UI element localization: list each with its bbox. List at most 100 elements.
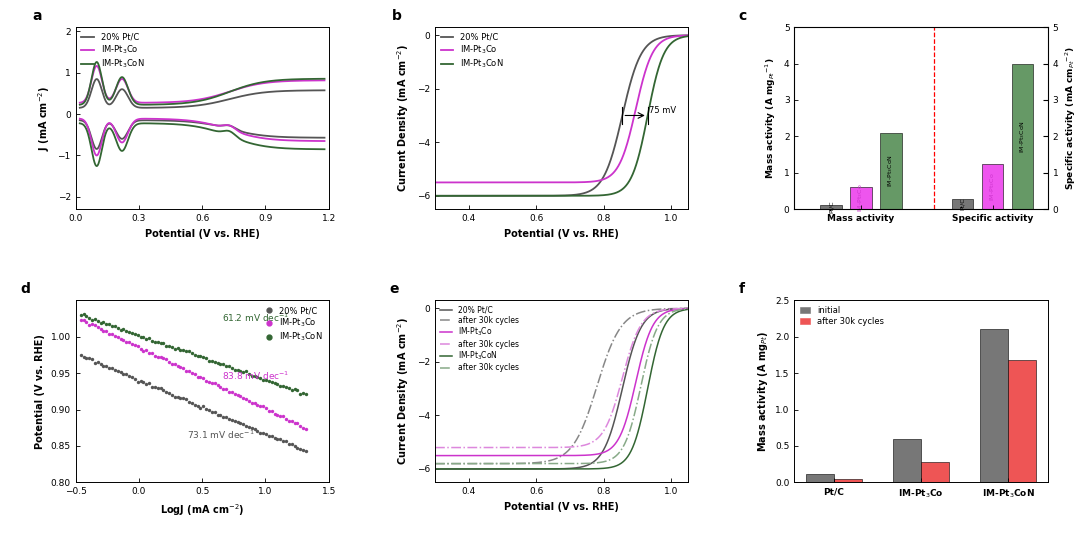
- Point: [180, 347, 198, 356]
- Point: [269, 434, 286, 443]
- Point: [240, 370, 257, 378]
- Point: [166, 392, 184, 401]
- Point: [203, 408, 220, 416]
- Point: [161, 357, 178, 366]
- Point: [234, 367, 252, 376]
- Point: [189, 372, 206, 381]
- Point: [248, 401, 266, 409]
- Point: [278, 437, 295, 446]
- Point: [132, 345, 149, 354]
- Point: [104, 330, 121, 338]
- Point: [144, 348, 161, 357]
- Text: 75 mV: 75 mV: [649, 106, 676, 115]
- Point: [75, 352, 92, 361]
- Point: [168, 344, 186, 353]
- Point: [266, 379, 283, 388]
- Text: Pt/C: Pt/C: [960, 198, 966, 210]
- Point: [224, 364, 241, 373]
- Text: IM-Pt$_3$CoN: IM-Pt$_3$CoN: [1018, 120, 1027, 153]
- Point: [248, 427, 266, 435]
- Point: [118, 370, 135, 378]
- Point: [137, 346, 154, 355]
- Point: [212, 382, 229, 391]
- Point: [186, 351, 203, 359]
- Point: [177, 395, 194, 404]
- Point: [198, 376, 215, 385]
- Text: b: b: [392, 9, 402, 23]
- X-axis label: Potential (V vs. RHE): Potential (V vs. RHE): [504, 502, 619, 512]
- Point: [238, 422, 255, 430]
- X-axis label: LogJ (mA cm$^{-2}$): LogJ (mA cm$^{-2}$): [160, 502, 244, 518]
- Point: [215, 360, 232, 369]
- Point: [206, 358, 224, 367]
- Point: [292, 422, 309, 430]
- Point: [184, 368, 201, 377]
- Point: [83, 320, 100, 328]
- Point: [135, 346, 152, 355]
- Point: [112, 334, 130, 343]
- Point: [97, 362, 114, 371]
- Point: [208, 358, 226, 367]
- Point: [286, 419, 303, 428]
- Point: [172, 363, 189, 371]
- X-axis label: Potential (V vs. RHE): Potential (V vs. RHE): [504, 229, 619, 238]
- Point: [278, 415, 295, 423]
- Point: [274, 437, 292, 446]
- Text: 61.2 mV dec$^{-1}$: 61.2 mV dec$^{-1}$: [222, 312, 289, 324]
- Point: [194, 373, 212, 382]
- Legend: 20% Pt/C, IM-Pt$_3$Co, IM-Pt$_3$CoN: 20% Pt/C, IM-Pt$_3$Co, IM-Pt$_3$CoN: [80, 31, 146, 72]
- Point: [203, 379, 220, 388]
- Point: [166, 344, 184, 353]
- Point: [109, 324, 126, 333]
- Point: [81, 313, 98, 322]
- Point: [109, 332, 126, 341]
- Point: [129, 377, 146, 386]
- Point: [137, 335, 154, 344]
- Point: [109, 367, 126, 376]
- X-axis label: Potential (V vs. RHE): Potential (V vs. RHE): [145, 229, 259, 238]
- Point: [112, 325, 130, 334]
- Point: [232, 366, 249, 375]
- Point: [126, 341, 144, 350]
- Point: [137, 380, 154, 389]
- Point: [192, 373, 210, 382]
- Point: [274, 382, 292, 391]
- Point: [140, 334, 158, 343]
- Point: [272, 382, 289, 390]
- Point: [257, 404, 274, 412]
- Text: 83.8 mV dec$^{-1}$: 83.8 mV dec$^{-1}$: [222, 370, 289, 383]
- Y-axis label: Potential (V vs. RHE): Potential (V vs. RHE): [35, 334, 45, 449]
- Point: [206, 408, 224, 416]
- Point: [83, 355, 100, 364]
- Point: [215, 384, 232, 393]
- Point: [212, 360, 229, 369]
- Point: [172, 393, 189, 402]
- Point: [72, 350, 90, 359]
- Point: [234, 393, 252, 402]
- Point: [198, 354, 215, 363]
- Point: [246, 425, 264, 434]
- Point: [161, 389, 178, 397]
- Point: [272, 435, 289, 444]
- Point: [121, 328, 138, 337]
- Point: [274, 411, 292, 420]
- Point: [90, 317, 107, 326]
- Point: [260, 406, 278, 415]
- Point: [272, 411, 289, 420]
- Bar: [820, 205, 841, 209]
- Point: [280, 416, 297, 425]
- Point: [220, 414, 238, 423]
- Point: [172, 346, 189, 354]
- Point: [146, 351, 163, 360]
- Point: [280, 383, 297, 392]
- Point: [114, 369, 132, 378]
- Point: [217, 412, 234, 421]
- Point: [126, 330, 144, 338]
- Point: [104, 364, 121, 372]
- Point: [104, 321, 121, 330]
- Bar: [806, 474, 834, 482]
- Point: [297, 389, 314, 398]
- Legend: 20% Pt/C, IM-Pt$_3$Co, IM-Pt$_3$CoN: 20% Pt/C, IM-Pt$_3$Co, IM-Pt$_3$CoN: [440, 31, 505, 72]
- Bar: [921, 462, 949, 482]
- Point: [260, 377, 278, 385]
